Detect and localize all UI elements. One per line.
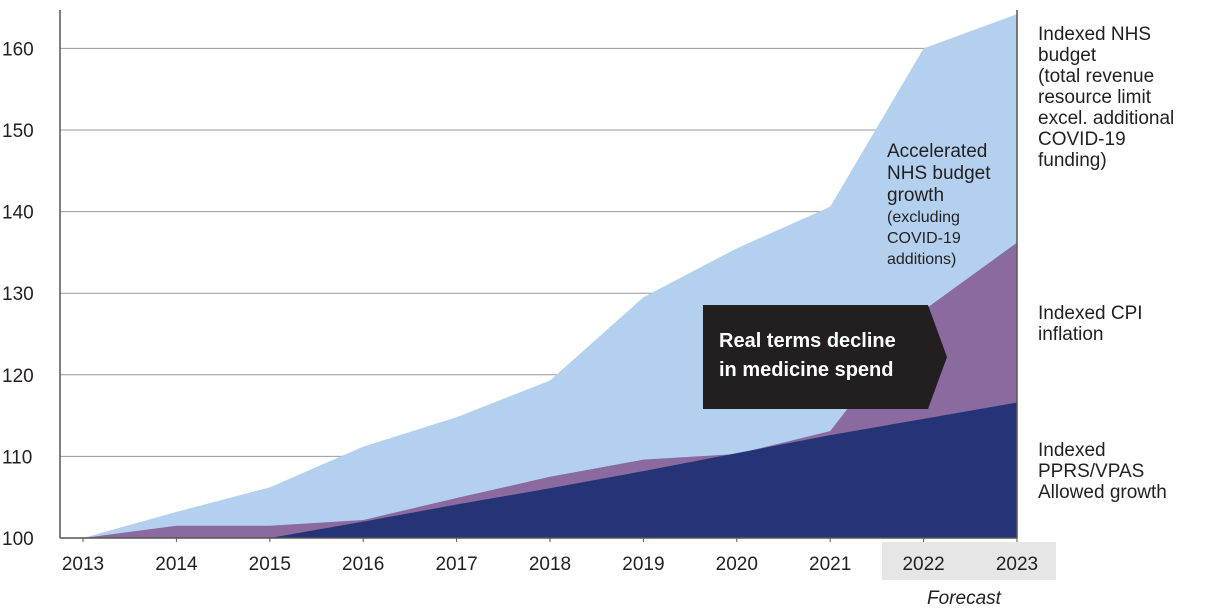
- x-tick-label: 2015: [249, 554, 291, 575]
- nhs-budget-label-line: (total revenue: [1038, 66, 1155, 87]
- cpi-label-line: Indexed CPI: [1038, 303, 1143, 324]
- y-tick-label: 130: [2, 284, 34, 305]
- nhs-budget-label-line: budget: [1038, 45, 1097, 66]
- grid-lines: [60, 47, 1017, 457]
- pprs-label-line: PPRS/VPAS: [1038, 461, 1145, 482]
- budget-growth-sub-2: COVID-19: [887, 230, 961, 247]
- x-tick-label: 2022: [902, 554, 944, 575]
- budget-growth-line-3: growth: [887, 185, 945, 206]
- budget-growth-annotation: Accelerated NHS budget growth (excluding…: [887, 141, 1017, 270]
- nhs-budget-label-line: COVID-19: [1038, 129, 1126, 150]
- series-area-2: [83, 402, 1017, 538]
- x-tick-label: 2017: [435, 554, 477, 575]
- real-terms-decline-callout: Real terms decline in medicine spend: [703, 305, 947, 409]
- y-tick-label: 110: [2, 447, 32, 468]
- nhs-budget-label-line: funding): [1038, 150, 1107, 171]
- legend-label-cpi-inflation: Indexed CPI inflation: [1038, 303, 1143, 345]
- nhs-budget-label-line: Indexed NHS: [1038, 24, 1152, 45]
- callout-arrow-background: [703, 305, 947, 409]
- nhs-budget-label-line: excel. additional: [1038, 108, 1175, 129]
- forecast-band: [882, 542, 1056, 580]
- x-tick-label: 2014: [155, 554, 198, 575]
- x-tick-label: 2020: [716, 554, 758, 575]
- callout-text: Real terms decline in medicine spend: [719, 327, 896, 385]
- budget-growth-sub-3: additions): [887, 251, 957, 268]
- callout-line-2: in medicine spend: [719, 359, 894, 381]
- x-tick-label: 2023: [996, 554, 1038, 575]
- legend-label-nhs-budget: Indexed NHS budget (total revenue resour…: [1038, 24, 1174, 171]
- forecast-label: Forecast: [927, 588, 1001, 609]
- budget-growth-line-2: NHS budget: [887, 163, 991, 184]
- budget-growth-sub-1: (excluding: [887, 209, 960, 226]
- y-tick-label: 140: [2, 203, 34, 224]
- callout-line-1: Real terms decline: [719, 330, 896, 352]
- budget-growth-line-1: Accelerated: [887, 141, 988, 162]
- x-tick-label: 2019: [622, 554, 664, 575]
- legend-label-pprs-vpas: Indexed PPRS/VPAS Allowed growth: [1038, 440, 1167, 503]
- y-tick-label: 150: [2, 121, 34, 142]
- series-areas: [83, 14, 1017, 539]
- x-tick-label: 2021: [809, 554, 851, 575]
- callout-arrow-shape: [703, 305, 947, 409]
- x-tick-label: 2018: [529, 554, 571, 575]
- y-tick-label: 120: [2, 366, 34, 387]
- x-tick-label: 2016: [342, 554, 384, 575]
- x-tick-label: 2013: [62, 554, 104, 575]
- y-tick-label: 100: [2, 529, 34, 550]
- axes: [59, 10, 1018, 542]
- x-tick-labels: 2013 2014 2015 2016 2017 2018 2019 2020 2021 2022…: [62, 554, 1038, 575]
- y-tick-labels: 100 110 120 130 140 150 160: [2, 39, 34, 550]
- pprs-label-line: Indexed: [1038, 440, 1106, 461]
- y-tick-label: 160: [2, 39, 34, 60]
- nhs-budget-label-line: resource limit: [1038, 87, 1151, 108]
- cpi-label-line: inflation: [1038, 324, 1104, 345]
- pprs-label-line: Allowed growth: [1038, 482, 1167, 503]
